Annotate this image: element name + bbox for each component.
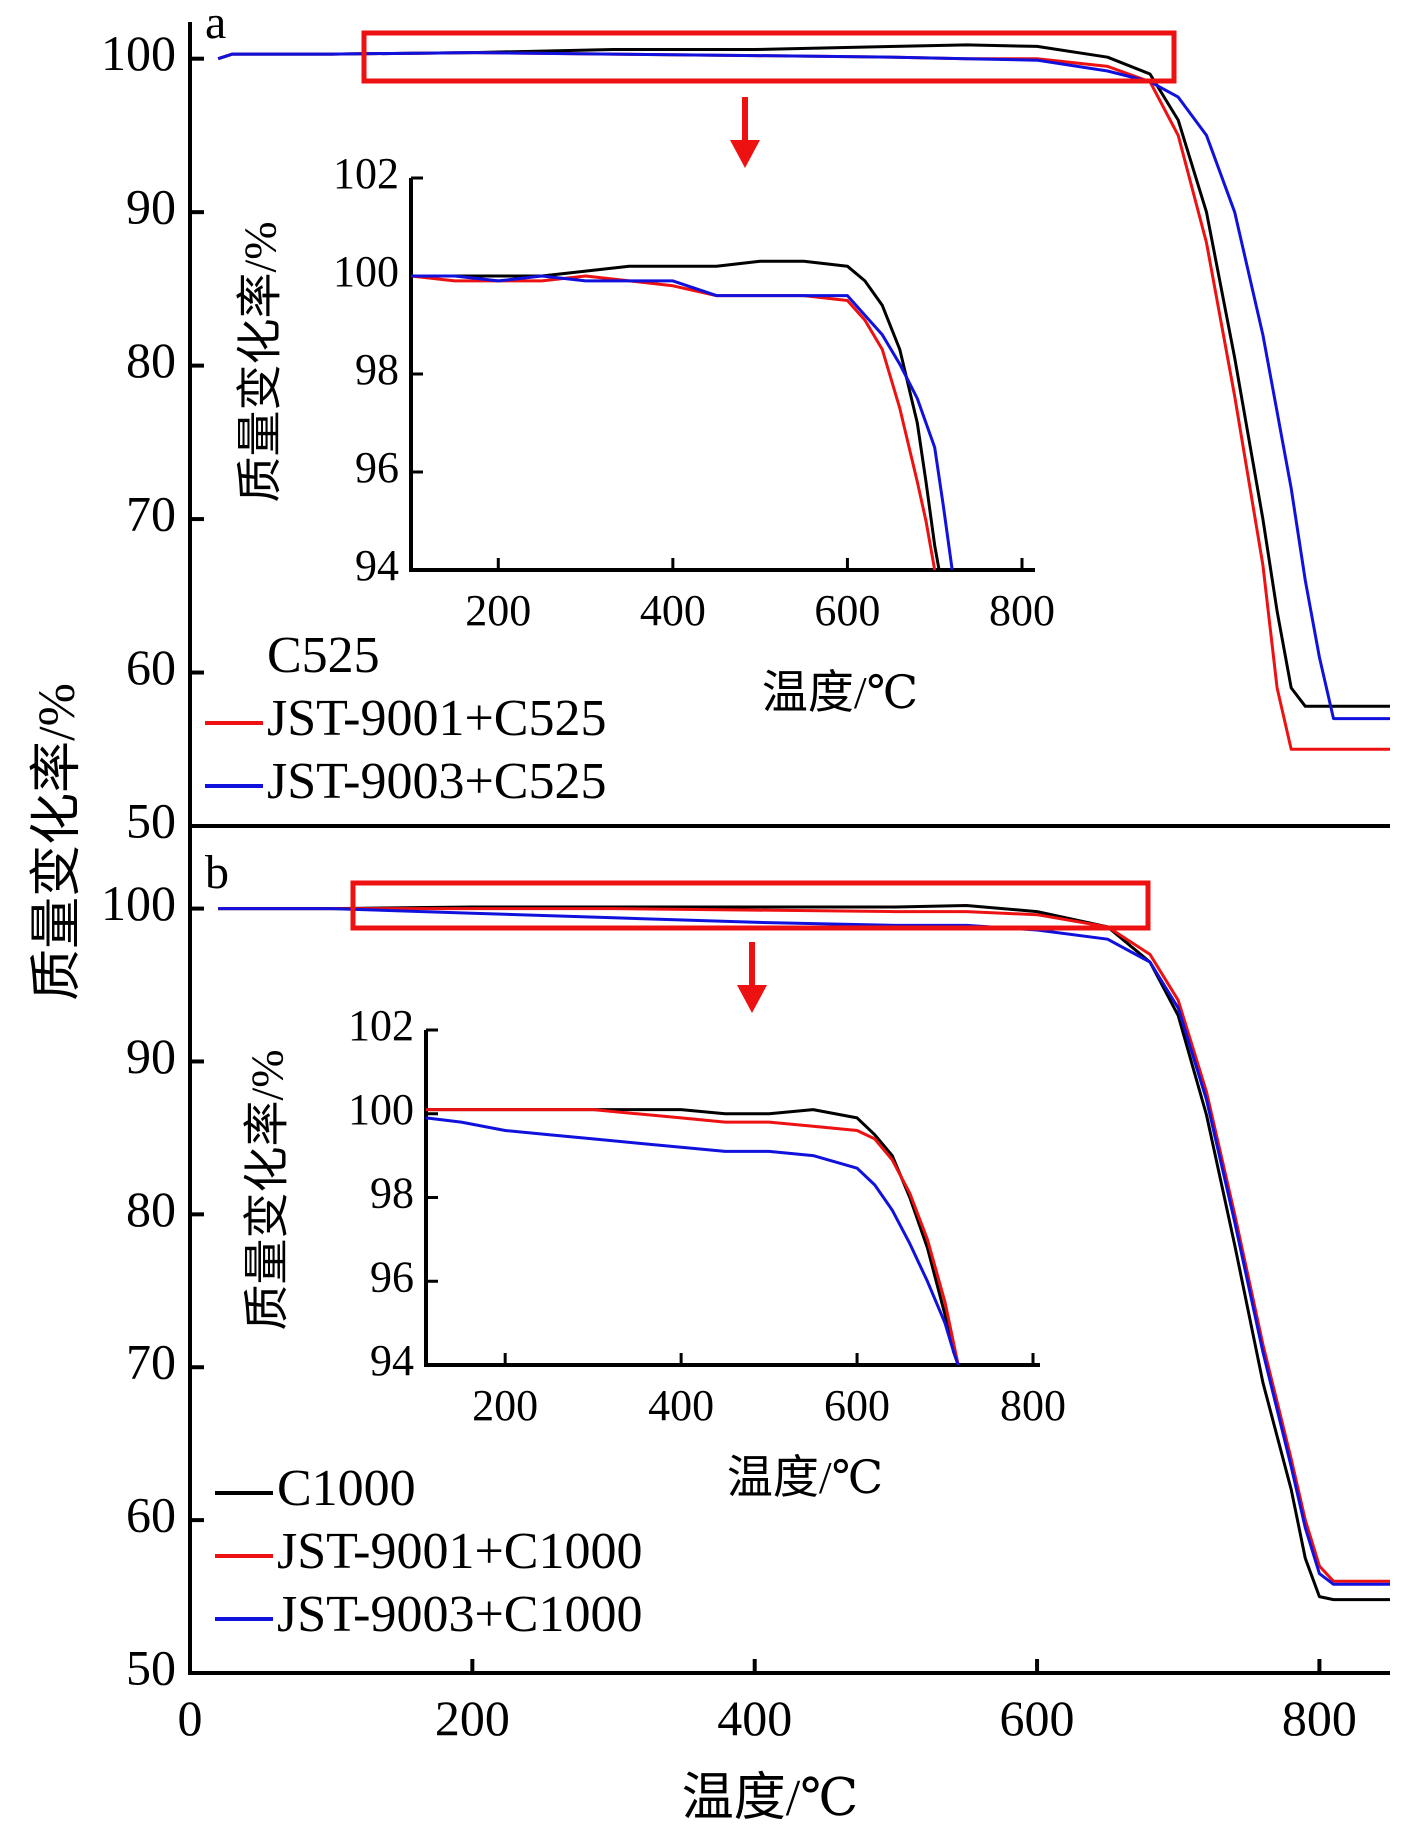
y-tick-label: 60 (126, 1487, 176, 1543)
inset-y-tick-label: 98 (355, 345, 399, 394)
panel-a-inset-xlabel: 温度/℃ (762, 667, 918, 718)
inset-x-tick-label: 600 (814, 586, 880, 635)
x-tick-label: 800 (1282, 1690, 1357, 1746)
x-tick-label: 200 (435, 1690, 510, 1746)
y-axis-title: 质量变化率/% (29, 683, 86, 1001)
panel-b-inset-series (425, 1108, 960, 1366)
y-tick-label: 50 (126, 792, 176, 848)
x-tick-label: 600 (1000, 1690, 1075, 1746)
inset-y-tick-label: 100 (348, 1085, 414, 1134)
legend-label: JST-9001+C1000 (277, 1523, 642, 1580)
x-axis-title: 温度/℃ (682, 1770, 859, 1827)
inset-x-tick-label: 800 (989, 586, 1055, 635)
inset-series-line (425, 1116, 960, 1366)
y-tick-label: 70 (126, 1334, 176, 1390)
inset-y-tick-label: 98 (370, 1169, 414, 1218)
legend-label: JST-9001+C525 (267, 690, 606, 747)
panel-b-inset-xlabel: 温度/℃ (727, 1452, 883, 1503)
panel-label-b: b (205, 846, 229, 899)
y-tick-label: 60 (126, 639, 176, 695)
panel-b: b 50 60 70 80 90 100 0 200 400 600 800 94 96 98 100 10… (101, 846, 1390, 1746)
panel-b-inset-ticks: 94 96 98 100 102 200 400 600 800 (348, 1001, 1066, 1430)
panel-a-series (217, 43, 1390, 751)
panel-label-a: a (205, 0, 226, 49)
panel-a-inset-ylabel: 质量变化率/% (235, 221, 286, 502)
y-tick-label: 70 (126, 486, 176, 542)
panel-b-inset-ylabel: 质量变化率/% (242, 1049, 293, 1330)
inset-x-tick-label: 200 (465, 586, 531, 635)
series-line (217, 51, 1390, 721)
inset-y-tick-label: 96 (370, 1252, 414, 1301)
inset-y-tick-label: 94 (370, 1336, 414, 1385)
y-tick-label: 80 (126, 1181, 176, 1237)
series-line (218, 907, 1390, 1586)
legend-label: C525 (267, 627, 380, 684)
y-tick-label: 90 (126, 1028, 176, 1084)
legend-label: JST-9003+C1000 (277, 1586, 642, 1643)
inset-x-tick-label: 400 (648, 1381, 714, 1430)
panel-a-inset-series (410, 259, 954, 571)
y-tick-label: 100 (101, 875, 176, 931)
panel-a-zoom-box (361, 30, 1177, 84)
y-tick-label: 90 (126, 179, 176, 235)
panel-b-zoom-arrow (737, 942, 767, 1013)
series-line (218, 907, 1390, 1583)
panel-b-series (218, 904, 1390, 1602)
panel-b-inset: 94 96 98 100 102 200 400 600 800 质量变化率/% 温度/℃ (242, 1001, 1066, 1503)
main-frame (188, 22, 1390, 1675)
panel-a-legend: C525 JST-9001+C525 JST-9003+C525 (205, 627, 606, 810)
inset-y-tick-label: 100 (333, 247, 399, 296)
inset-x-tick-label: 800 (1000, 1381, 1066, 1430)
legend-label: JST-9003+C525 (267, 753, 606, 810)
panel-b-legend: C1000 JST-9001+C1000 JST-9003+C1000 (215, 1460, 642, 1643)
inset-y-tick-label: 94 (355, 541, 399, 590)
inset-series-line (426, 1108, 960, 1366)
panel-a-inset-ticks: 94 96 98 100 102 200 400 600 800 (333, 149, 1055, 635)
inset-series-line (411, 274, 954, 571)
y-tick-label: 100 (101, 25, 176, 81)
inset-x-tick-label: 200 (472, 1381, 538, 1430)
legend-label: C1000 (277, 1460, 416, 1517)
x-tick-label: 0 (178, 1690, 203, 1746)
inset-y-tick-label: 96 (355, 443, 399, 492)
panel-a-zoom-arrow (730, 97, 760, 168)
panel-a-y-ticks: 50 60 70 80 90 100 (101, 25, 204, 848)
panel-a-inset: 94 96 98 100 102 200 400 600 800 质量变化率/% 温度/℃ (235, 149, 1055, 718)
inset-x-tick-label: 600 (824, 1381, 890, 1430)
inset-y-tick-label: 102 (333, 149, 399, 198)
x-tick-label: 400 (717, 1690, 792, 1746)
panel-b-axis-ticks: 50 60 70 80 90 100 0 200 400 600 800 (101, 875, 1357, 1746)
panel-b-zoom-box (350, 880, 1151, 931)
y-tick-label: 80 (126, 332, 176, 388)
y-tick-label: 50 (126, 1639, 176, 1695)
inset-x-tick-label: 400 (640, 586, 706, 635)
panel-a: a 50 60 70 80 90 100 94 96 98 100 102 200 400 600 800… (101, 0, 1390, 848)
inset-y-tick-label: 102 (348, 1001, 414, 1050)
